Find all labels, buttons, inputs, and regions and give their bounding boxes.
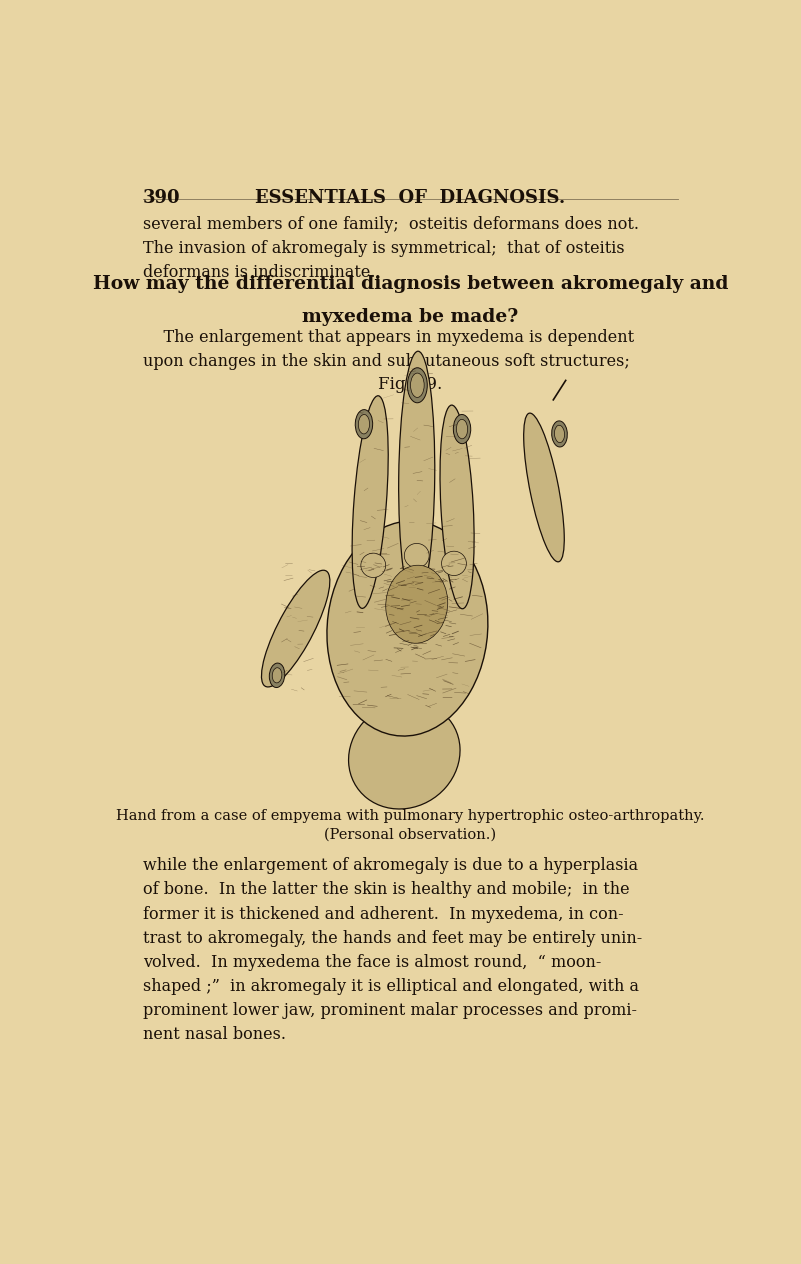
Ellipse shape xyxy=(352,396,388,608)
Ellipse shape xyxy=(440,404,474,609)
Ellipse shape xyxy=(360,554,386,578)
Text: ESSENTIALS  OF  DIAGNOSIS.: ESSENTIALS OF DIAGNOSIS. xyxy=(256,188,566,207)
Ellipse shape xyxy=(441,551,466,575)
Text: while the enlargement of akromegaly is due to a hyperplasia
of bone.  In the lat: while the enlargement of akromegaly is d… xyxy=(143,857,642,1043)
Text: myxedema be made?: myxedema be made? xyxy=(303,308,518,326)
Text: How may the differential diagnosis between akromegaly and: How may the differential diagnosis betwe… xyxy=(93,276,728,293)
Text: several members of one family;  osteitis deformans does not.
The invasion of akr: several members of one family; osteitis … xyxy=(143,216,638,281)
Text: (Personal observation.): (Personal observation.) xyxy=(324,828,497,842)
Ellipse shape xyxy=(552,421,567,447)
Ellipse shape xyxy=(399,351,435,604)
Ellipse shape xyxy=(554,425,565,442)
Ellipse shape xyxy=(327,521,488,736)
Ellipse shape xyxy=(358,415,369,434)
Ellipse shape xyxy=(348,702,460,809)
Ellipse shape xyxy=(453,415,471,444)
Ellipse shape xyxy=(272,667,282,683)
Ellipse shape xyxy=(408,368,427,403)
Ellipse shape xyxy=(524,413,564,561)
Text: Hand from a case of empyema with pulmonary hypertrophic osteo-arthropathy.: Hand from a case of empyema with pulmona… xyxy=(116,809,705,823)
Ellipse shape xyxy=(269,664,285,688)
Ellipse shape xyxy=(410,373,425,397)
Ellipse shape xyxy=(261,570,330,686)
Text: The enlargement that appears in myxedema is dependent
upon changes in the skin a: The enlargement that appears in myxedema… xyxy=(143,329,634,370)
Text: Fig. 59.: Fig. 59. xyxy=(378,375,443,393)
Text: 390: 390 xyxy=(143,188,180,207)
Ellipse shape xyxy=(356,410,372,439)
Ellipse shape xyxy=(457,420,468,439)
Ellipse shape xyxy=(405,544,429,568)
Ellipse shape xyxy=(386,565,448,643)
